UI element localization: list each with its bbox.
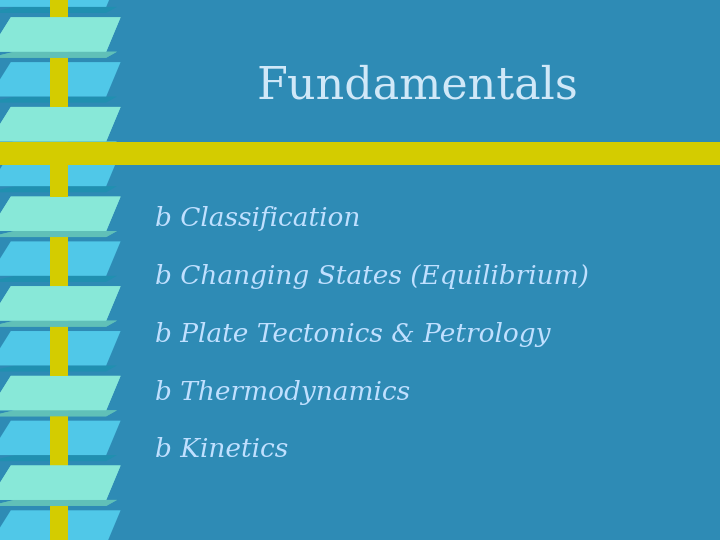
Polygon shape bbox=[0, 410, 117, 416]
Text: b Plate Tectonics & Petrology: b Plate Tectonics & Petrology bbox=[155, 322, 550, 347]
Polygon shape bbox=[0, 286, 121, 321]
Polygon shape bbox=[0, 141, 117, 147]
Text: b Thermodynamics: b Thermodynamics bbox=[155, 380, 410, 404]
Polygon shape bbox=[0, 152, 121, 186]
Polygon shape bbox=[0, 455, 117, 461]
Polygon shape bbox=[0, 231, 117, 237]
Text: Fundamentals: Fundamentals bbox=[257, 65, 578, 108]
Text: b Classification: b Classification bbox=[155, 206, 360, 231]
Bar bbox=[50, 147, 68, 197]
Polygon shape bbox=[0, 276, 117, 282]
Bar bbox=[50, 416, 68, 465]
Polygon shape bbox=[0, 62, 121, 97]
Bar bbox=[50, 327, 68, 376]
Polygon shape bbox=[0, 376, 121, 410]
Bar bbox=[50, 58, 68, 107]
Bar bbox=[50, 0, 68, 540]
Polygon shape bbox=[0, 321, 117, 327]
Polygon shape bbox=[0, 107, 121, 141]
Polygon shape bbox=[0, 286, 121, 321]
Polygon shape bbox=[0, 465, 121, 500]
Polygon shape bbox=[0, 141, 117, 147]
Text: b Kinetics: b Kinetics bbox=[155, 437, 288, 462]
Polygon shape bbox=[0, 465, 121, 500]
Polygon shape bbox=[0, 197, 121, 231]
Polygon shape bbox=[0, 321, 117, 327]
Bar bbox=[50, 0, 68, 17]
Polygon shape bbox=[0, 52, 117, 58]
Polygon shape bbox=[0, 186, 117, 192]
Bar bbox=[0, 142, 720, 165]
Text: b Changing States (Equilibrium): b Changing States (Equilibrium) bbox=[155, 264, 589, 289]
Polygon shape bbox=[0, 510, 121, 540]
Polygon shape bbox=[0, 17, 121, 52]
Bar bbox=[50, 506, 68, 540]
Polygon shape bbox=[0, 366, 117, 372]
Polygon shape bbox=[0, 241, 121, 276]
Polygon shape bbox=[0, 107, 121, 141]
Polygon shape bbox=[0, 52, 117, 58]
Polygon shape bbox=[0, 500, 117, 506]
Polygon shape bbox=[0, 17, 121, 52]
Polygon shape bbox=[0, 331, 121, 366]
Polygon shape bbox=[0, 410, 117, 416]
Polygon shape bbox=[0, 500, 117, 506]
Polygon shape bbox=[0, 197, 121, 231]
Polygon shape bbox=[0, 97, 117, 103]
Polygon shape bbox=[0, 376, 121, 410]
Polygon shape bbox=[0, 7, 117, 13]
Bar bbox=[50, 237, 68, 286]
Polygon shape bbox=[0, 231, 117, 237]
Polygon shape bbox=[0, 421, 121, 455]
Polygon shape bbox=[0, 0, 121, 7]
